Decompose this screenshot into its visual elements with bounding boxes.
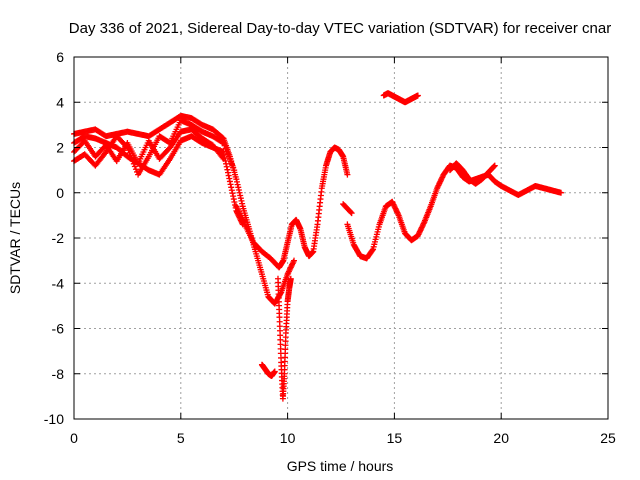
series-dip-track [233,144,351,271]
axis-ticks [73,56,609,420]
data-point [221,142,228,149]
data-point [227,158,234,165]
x-tick-label: 20 [493,430,509,446]
data-point [224,150,231,157]
data-point [344,171,351,178]
data-point [291,257,298,264]
series-upper-island [380,90,421,106]
data-point [220,139,227,146]
y-tick-label: 6 [56,49,64,65]
x-axis-label: GPS time / hours [287,458,394,474]
tick-labels: 0 5 10 15 20 25 -10 -8 -6 -4 -2 0 2 4 6 [44,49,616,446]
y-axis-label: SDTVAR / TECUs [7,182,23,294]
data-point [229,161,236,168]
data-point [348,210,355,217]
data-point [125,147,132,154]
y-tick-label: 2 [56,140,64,156]
data-points [71,90,565,402]
data-point [271,368,278,375]
data-point [558,189,565,196]
y-tick-label: -6 [52,321,65,337]
y-tick-label: -8 [52,366,65,382]
data-point [132,166,139,173]
data-point [226,156,233,163]
y-tick-label: -10 [44,411,64,427]
data-point [124,144,131,151]
series-low-cluster [258,361,278,380]
y-tick-label: -4 [52,275,65,291]
data-point [287,275,294,282]
x-tick-label: 15 [387,430,403,446]
data-point [414,92,421,99]
chart-title: Day 336 of 2021, Sidereal Day-to-day VTE… [69,20,611,37]
x-tick-label: 25 [600,430,616,446]
data-point [347,209,354,216]
data-point [131,163,138,170]
series-scatter-points [340,201,355,217]
grid-lines [74,57,608,419]
y-tick-label: 4 [56,94,64,110]
data-point [123,143,130,150]
data-point [222,145,229,152]
x-tick-label: 5 [177,430,185,446]
series-track-d [71,133,246,228]
y-tick-label: -2 [52,230,65,246]
x-tick-label: 10 [280,430,296,446]
data-point [491,162,498,169]
x-tick-label: 0 [70,430,78,446]
y-tick-label: 0 [56,185,64,201]
data-point [225,153,232,160]
series-plunge-spike [274,275,294,402]
series-track-c [71,117,238,178]
data-point [230,164,237,171]
data-point [219,139,226,146]
series-evening-track-b [446,160,498,187]
data-point [231,167,238,174]
